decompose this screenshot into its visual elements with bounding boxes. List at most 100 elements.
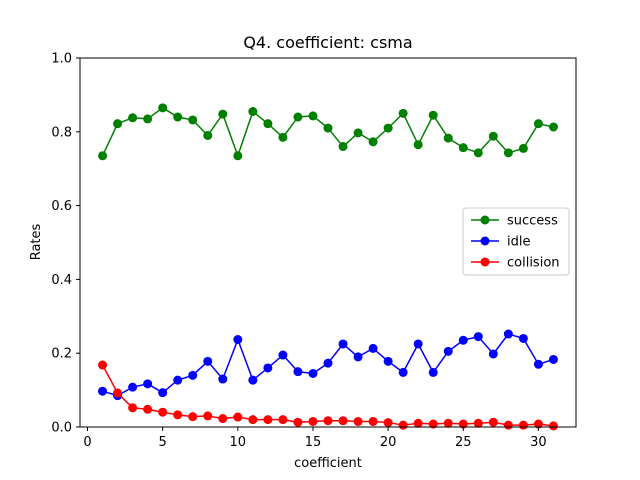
- data-point-success: [398, 108, 408, 118]
- legend-item-idle: idle: [471, 235, 530, 250]
- data-point-idle: [248, 375, 258, 385]
- data-point-idle: [488, 349, 498, 359]
- data-point-collision: [233, 412, 243, 422]
- x-axis-label: coefficient: [294, 456, 362, 471]
- data-point-success: [383, 123, 393, 133]
- data-point-success: [203, 130, 213, 140]
- data-point-collision: [473, 418, 483, 428]
- data-point-success: [518, 143, 528, 153]
- data-point-success: [293, 112, 303, 122]
- data-point-success: [458, 143, 468, 153]
- data-point-idle: [278, 350, 288, 360]
- series-idle: [98, 329, 558, 401]
- data-point-collision: [323, 416, 333, 426]
- data-point-idle: [473, 332, 483, 342]
- data-point-idle: [293, 367, 303, 377]
- data-point-collision: [248, 415, 258, 425]
- data-point-collision: [203, 411, 213, 421]
- data-point-idle: [533, 359, 543, 369]
- data-point-idle: [128, 382, 138, 392]
- data-point-collision: [533, 419, 543, 429]
- data-point-idle: [218, 374, 228, 384]
- data-point-idle: [308, 368, 318, 378]
- data-point-success: [218, 109, 228, 119]
- data-point-collision: [98, 360, 108, 370]
- data-point-idle: [368, 343, 378, 353]
- x-axis: 0 5 10 15 20 25 30: [83, 427, 547, 450]
- data-point-idle: [98, 386, 108, 396]
- data-point-idle: [548, 354, 558, 364]
- legend-item-collision: collision: [471, 256, 560, 271]
- data-point-success: [548, 122, 558, 132]
- data-point-idle: [143, 379, 153, 389]
- y-tick-label: 0.2: [51, 347, 72, 362]
- data-point-idle: [158, 388, 168, 398]
- y-tick-label: 1.0: [51, 52, 72, 67]
- data-point-collision: [368, 416, 378, 426]
- legend-marker-success: [480, 215, 490, 225]
- data-point-success: [188, 115, 198, 125]
- data-point-idle: [458, 335, 468, 345]
- data-point-success: [443, 133, 453, 143]
- data-point-idle: [353, 352, 363, 362]
- data-point-success: [368, 137, 378, 147]
- x-tick-label: 0: [83, 435, 91, 450]
- legend-item-success: success: [471, 214, 558, 229]
- x-tick-label: 15: [305, 435, 322, 450]
- data-point-collision: [548, 421, 558, 431]
- x-tick-label: 25: [455, 435, 472, 450]
- data-point-collision: [143, 404, 153, 414]
- data-point-success: [338, 142, 348, 152]
- x-tick-label: 30: [530, 435, 547, 450]
- data-point-success: [503, 148, 513, 158]
- data-point-idle: [503, 329, 513, 339]
- data-point-idle: [233, 335, 243, 345]
- data-point-collision: [503, 420, 513, 430]
- y-tick-label: 0.6: [51, 199, 72, 214]
- data-point-success: [233, 151, 243, 161]
- legend-label-idle: idle: [507, 235, 530, 250]
- y-tick-label: 0.8: [51, 125, 72, 140]
- data-point-success: [98, 151, 108, 161]
- y-axis-label: Rates: [29, 223, 44, 260]
- data-point-collision: [413, 418, 423, 428]
- data-point-collision: [428, 419, 438, 429]
- data-point-success: [428, 110, 438, 120]
- data-point-idle: [173, 375, 183, 385]
- data-point-success: [278, 132, 288, 142]
- data-point-success: [323, 123, 333, 133]
- data-point-collision: [113, 388, 123, 398]
- data-point-collision: [398, 420, 408, 430]
- data-point-success: [263, 119, 273, 129]
- data-point-success: [113, 119, 123, 129]
- data-point-collision: [173, 410, 183, 420]
- data-point-idle: [413, 339, 423, 349]
- chart-title: Q4. coefficient: csma: [243, 33, 412, 52]
- series-collision: [98, 360, 558, 431]
- data-point-idle: [443, 346, 453, 356]
- legend-marker-idle: [480, 236, 490, 246]
- data-point-success: [143, 114, 153, 124]
- data-point-idle: [188, 370, 198, 380]
- data-point-idle: [398, 367, 408, 377]
- data-point-success: [248, 107, 258, 117]
- x-tick-label: 10: [230, 435, 247, 450]
- data-point-success: [308, 111, 318, 121]
- data-point-collision: [263, 415, 273, 425]
- data-point-collision: [383, 418, 393, 428]
- data-point-idle: [518, 333, 528, 343]
- legend-label-success: success: [507, 214, 558, 229]
- data-point-idle: [203, 356, 213, 366]
- data-point-collision: [338, 416, 348, 426]
- data-point-collision: [443, 418, 453, 428]
- data-point-collision: [488, 417, 498, 427]
- data-point-idle: [338, 339, 348, 349]
- x-tick-label: 5: [159, 435, 167, 450]
- data-point-success: [158, 103, 168, 113]
- data-point-success: [488, 131, 498, 141]
- data-point-collision: [458, 419, 468, 429]
- data-point-success: [353, 128, 363, 138]
- data-point-idle: [323, 358, 333, 368]
- x-tick-label: 20: [380, 435, 397, 450]
